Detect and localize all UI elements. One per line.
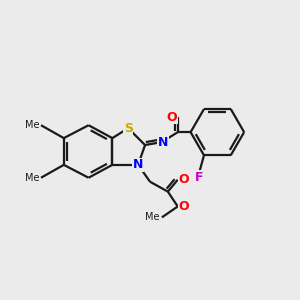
Text: Me: Me [25, 120, 39, 130]
Text: S: S [124, 122, 133, 135]
Text: O: O [178, 200, 189, 213]
Text: Me: Me [25, 173, 39, 183]
Text: F: F [195, 171, 203, 184]
Text: O: O [167, 111, 177, 124]
Text: N: N [158, 136, 168, 148]
Text: Me: Me [146, 212, 160, 222]
Text: O: O [178, 173, 189, 186]
Text: N: N [133, 158, 143, 171]
